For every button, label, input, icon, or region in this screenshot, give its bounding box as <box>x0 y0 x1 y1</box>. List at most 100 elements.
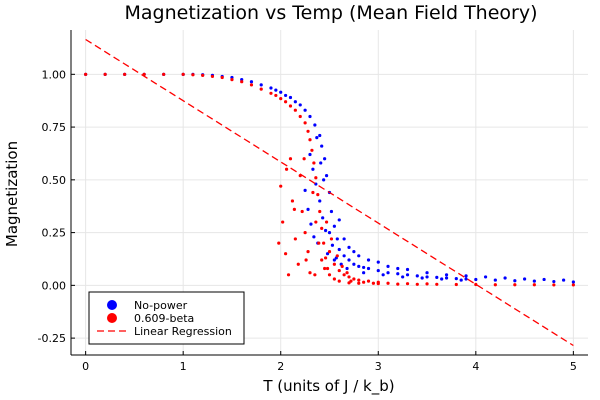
data-point <box>342 237 346 241</box>
data-point <box>325 266 330 271</box>
regression-line <box>85 38 574 347</box>
data-point <box>415 282 419 286</box>
data-point <box>210 74 215 79</box>
y-tick-label: -0.25 <box>38 332 66 345</box>
data-point <box>376 268 380 273</box>
legend-label: 0.609-beta <box>134 312 194 325</box>
y-tick-label: 0.25 <box>42 227 67 240</box>
data-point <box>286 273 291 277</box>
data-point <box>425 275 429 279</box>
data-point <box>298 103 302 107</box>
data-point <box>259 83 263 87</box>
data-point <box>349 279 353 283</box>
data-point <box>298 114 302 119</box>
data-point <box>293 237 297 241</box>
chart-title: Magnetization vs Temp (Mean Field Theory… <box>124 2 537 24</box>
data-point <box>318 209 322 214</box>
data-point <box>464 277 468 281</box>
data-point <box>420 276 424 280</box>
data-point <box>320 258 324 262</box>
data-point <box>371 281 375 285</box>
data-point <box>352 277 356 281</box>
data-point <box>340 264 344 268</box>
data-point <box>435 275 439 279</box>
data-point <box>249 80 254 84</box>
data-point <box>314 220 318 224</box>
data-point <box>454 277 458 281</box>
data-point <box>405 273 410 277</box>
data-point <box>435 282 439 286</box>
data-point <box>293 100 297 104</box>
data-point <box>337 247 341 252</box>
data-point <box>357 264 361 268</box>
data-point <box>552 279 556 284</box>
data-point <box>542 277 546 282</box>
data-point <box>327 273 332 277</box>
legend-marker <box>107 300 117 310</box>
data-point <box>330 243 335 247</box>
data-point <box>309 222 313 226</box>
data-point <box>493 278 497 282</box>
data-point <box>319 161 323 165</box>
data-point <box>277 241 281 245</box>
data-point <box>324 220 329 224</box>
data-point <box>292 207 296 211</box>
data-point <box>329 209 334 214</box>
data-point <box>362 265 366 270</box>
data-point <box>332 224 336 228</box>
data-point <box>347 275 351 279</box>
data-point <box>281 220 285 224</box>
data-point <box>162 72 166 76</box>
data-point <box>323 228 328 233</box>
data-point <box>454 282 458 287</box>
data-point <box>325 252 330 256</box>
y-axis-label: Magnetization <box>3 141 21 247</box>
data-point <box>303 230 307 235</box>
data-point <box>318 133 322 138</box>
data-point <box>386 264 390 268</box>
data-point <box>503 276 507 280</box>
data-point <box>396 266 400 271</box>
data-point <box>284 93 288 98</box>
data-point <box>366 266 371 271</box>
data-point <box>316 193 320 197</box>
data-point <box>324 174 329 178</box>
data-point <box>459 278 463 282</box>
data-point <box>310 148 314 152</box>
data-point <box>493 283 497 287</box>
data-point <box>313 123 317 127</box>
x-tick-label: 4 <box>472 360 479 373</box>
data-point <box>552 283 556 287</box>
data-point <box>303 121 307 125</box>
data-point <box>381 273 385 277</box>
data-point <box>288 157 293 161</box>
data-point <box>425 282 429 286</box>
x-axis-label: T (units of J / k_b) <box>262 377 394 396</box>
data-point <box>522 277 527 281</box>
data-point <box>311 167 315 171</box>
data-point <box>352 249 356 254</box>
data-point <box>84 72 88 76</box>
data-point <box>315 136 319 140</box>
data-point <box>513 279 517 283</box>
data-point <box>304 258 308 262</box>
data-point <box>337 218 341 222</box>
data-point <box>345 271 349 275</box>
data-point <box>259 87 263 91</box>
data-point <box>571 283 575 287</box>
data-point <box>288 95 293 100</box>
legend-marker <box>107 313 117 323</box>
data-point <box>444 273 449 277</box>
data-point <box>269 86 273 90</box>
data-point <box>288 104 293 108</box>
data-point <box>401 275 405 279</box>
data-point <box>317 241 321 245</box>
data-point <box>279 96 283 101</box>
data-point <box>240 80 244 84</box>
data-point <box>337 268 341 273</box>
data-point <box>201 73 205 77</box>
data-point <box>376 280 380 284</box>
data-point <box>220 75 224 80</box>
data-point <box>396 272 400 276</box>
